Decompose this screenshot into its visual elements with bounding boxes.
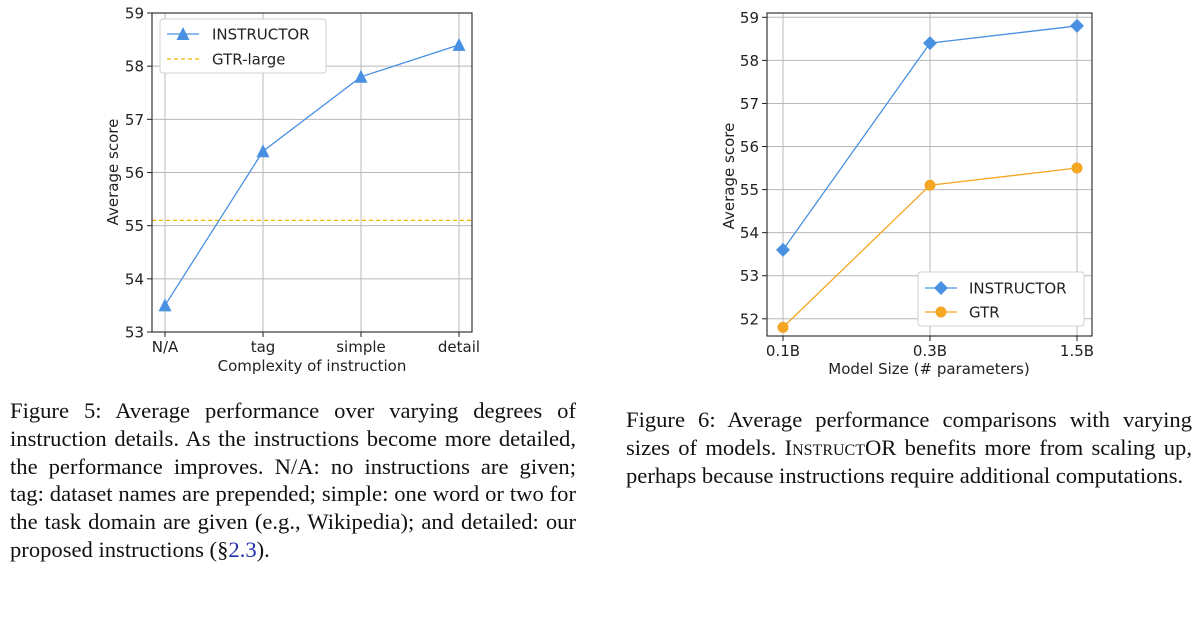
chart2-series — [776, 18, 1084, 333]
chart2-x-axis-label: Model Size (# parameters) — [828, 360, 1029, 378]
section-ref-link[interactable]: 2.3 — [228, 536, 257, 562]
chart2-y-tick-label: 59 — [740, 9, 759, 27]
chart2-legend-box — [917, 271, 1085, 327]
chart2-y-tick-label: 56 — [740, 138, 759, 156]
chart2-point-instructor-0-3b — [923, 36, 937, 51]
chart1-point-instructor-tag — [256, 144, 270, 158]
figure-6-caption-model-name: InstructOR — [784, 434, 897, 460]
chart2-y-axis-label: Average score — [720, 123, 738, 230]
chart1-y-tick-label: 53 — [125, 324, 144, 342]
chart2-legend-label-gtr: GTR — [969, 304, 1000, 322]
figure-5-caption-text: Figure 5: Average performance over varyi… — [10, 398, 576, 562]
chart1-legend-marker-instructor — [176, 27, 190, 40]
chart2-x-tick-label: 1.5B — [1060, 342, 1094, 360]
chart1-y-ticks: 53 54 55 56 57 58 59 — [125, 5, 152, 342]
chart2-y-tick-label: 54 — [740, 224, 759, 242]
chart1-series — [158, 37, 466, 312]
figure-6-caption-after: benefits more from scaling up, perhaps b… — [626, 434, 1192, 488]
chart1-point-instructor-simple — [354, 69, 368, 83]
chart2-y-ticks: 52 53 54 55 56 57 58 59 — [740, 9, 767, 328]
chart2-point-instructor-0-1b — [776, 242, 790, 257]
chart1-series-line-instructor — [164, 44, 460, 306]
chart2-point-gtr-0-3b — [924, 179, 936, 191]
chart2-legend: INSTRUCTOR GTR — [917, 271, 1085, 327]
figure-5-caption-close: ). — [256, 536, 270, 562]
chart2-y-tick-label: 57 — [740, 95, 759, 113]
chart1-y-tick-label: 58 — [125, 58, 144, 76]
chart1-y-tick-label: 59 — [125, 5, 144, 23]
chart1-x-tick-label: N/A — [152, 338, 179, 356]
chart1-y-tick-label: 55 — [125, 217, 144, 235]
chart2-y-tick-label: 52 — [740, 310, 759, 328]
chart2-x-ticks: 0.1B 0.3B 1.5B — [766, 336, 1094, 360]
chart1-x-axis-label: Complexity of instruction — [218, 357, 407, 375]
chart2-point-instructor-1-5b — [1070, 18, 1084, 33]
chart2-x-tick-label: 0.3B — [913, 342, 947, 360]
figure-6-caption-before: Figure 6: Average performance comparison… — [626, 407, 1192, 460]
chart2-legend-marker-instructor — [934, 281, 948, 295]
chart1-legend-label-gtr-large: GTR-large — [212, 51, 286, 69]
chart2-y-tick-label: 53 — [740, 267, 759, 285]
chart1-x-tick-label: simple — [336, 338, 386, 356]
chart1-legend-label-instructor: INSTRUCTOR — [212, 26, 310, 44]
chart1-x-ticks: N/A tag simple detail — [152, 332, 480, 356]
chart2-point-gtr-0-1b — [777, 321, 789, 333]
chart1-y-tick-label: 56 — [125, 164, 144, 182]
figure-6-caption: Figure 6: Average performance comparison… — [626, 406, 1192, 489]
figure-6-chart: 0.1B 0.3B 1.5B 52 53 54 55 56 57 58 59 Model Size… — [720, 9, 1094, 378]
chart1-point-instructor-n-a — [158, 298, 172, 312]
chart1-x-tick-label: detail — [438, 338, 480, 356]
chart2-y-tick-label: 58 — [740, 52, 759, 70]
chart1-y-tick-label: 57 — [125, 111, 144, 129]
chart1-y-tick-label: 54 — [125, 270, 144, 288]
chart2-y-tick-label: 55 — [740, 181, 759, 199]
figure-5-chart: N/A tag simple detail 53 54 55 56 57 58 59 Comple… — [104, 5, 480, 376]
chart2-legend-label-instructor: INSTRUCTOR — [969, 280, 1067, 298]
chart1-x-tick-label: tag — [251, 338, 276, 356]
figure-5-caption: Figure 5: Average performance over varyi… — [10, 397, 576, 564]
chart1-legend: INSTRUCTOR GTR-large — [159, 18, 327, 74]
chart1-y-axis-label: Average score — [104, 119, 122, 226]
chart1-point-instructor-detail — [452, 37, 466, 51]
chart2-point-gtr-1-5b — [1071, 162, 1083, 174]
chart2-legend-marker-gtr — [935, 306, 947, 318]
chart1-legend-box — [159, 18, 327, 74]
chart2-x-tick-label: 0.1B — [766, 342, 800, 360]
